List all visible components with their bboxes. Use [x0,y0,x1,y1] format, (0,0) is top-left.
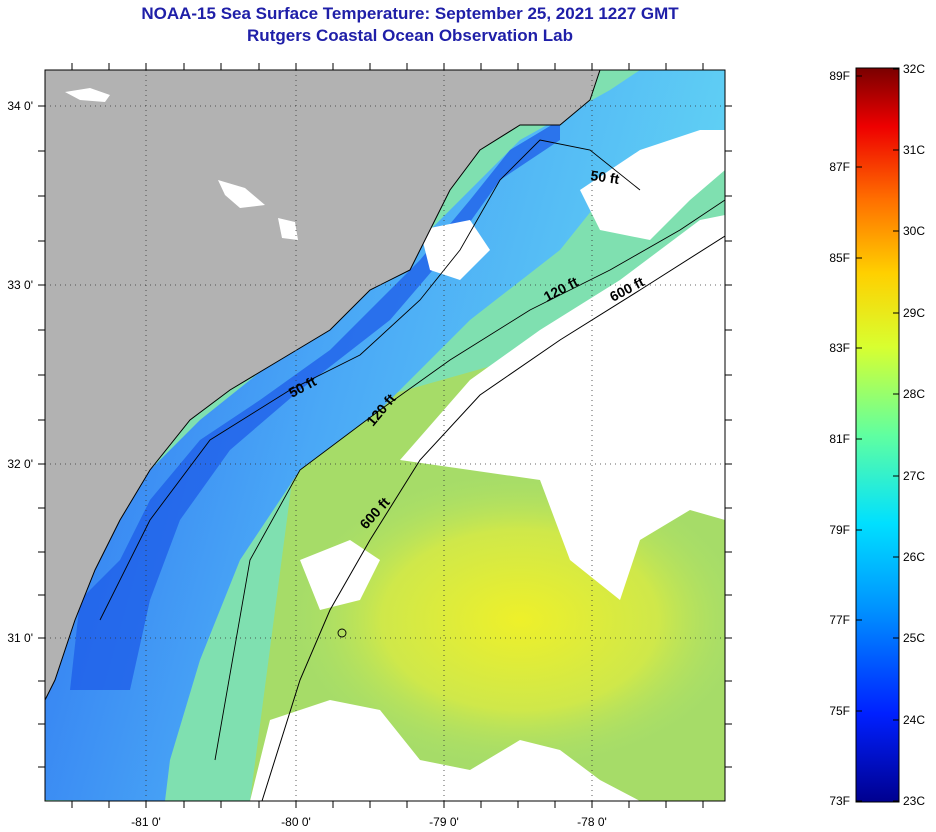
colorbar-c-label: 23C [903,794,925,808]
colorbar-c-label: 25C [903,631,925,645]
colorbar-c-label: 27C [903,469,925,483]
colorbar-f-label: 77F [829,613,850,627]
coastline [45,70,601,701]
map-title: NOAA-15 Sea Surface Temperature: Septemb… [141,4,679,23]
lat-label-33: 33 0' [7,278,33,292]
lat-label-32: 32 0' [7,457,33,471]
shelf-water [45,70,725,801]
lon-label-78: -78 0' [577,815,607,829]
colorbar-f-label: 81F [829,432,850,446]
contour-ring [337,628,347,638]
colorbar-f-label: 87F [829,160,850,174]
land-patch-2 [218,180,265,208]
colorbar-c-label: 30C [903,224,925,238]
contour-50ft [99,139,641,621]
cloud-mask-5 [420,220,490,280]
map-frame [44,69,726,802]
colorbar-f-label: 83F [829,341,850,355]
lat-label-34: 34 0' [7,99,33,113]
colorbar-f-label: 79F [829,523,850,537]
land-mass [45,70,600,700]
colorbar-f-label: 85F [829,251,850,265]
colorbar-c-label: 32C [903,62,925,76]
contour-120ft [214,199,725,761]
lat-label-31: 31 0' [7,631,33,645]
colorbar-c-label: 28C [903,387,925,401]
colorbar-c-label: 26C [903,550,925,564]
cloud-mask-2 [580,130,725,240]
colorbar-f-label: 75F [829,704,850,718]
colorbar-f-label: 89F [829,69,850,83]
axis-ticks [38,63,732,808]
map-subtitle: Rutgers Coastal Ocean Observation Lab [247,26,573,45]
sst-image: 50 ft 50 ft 120 ft 120 ft 600 ft 600 ft [45,70,725,801]
colorbar-c-label: 29C [903,306,925,320]
colorbar-f-label: 73F [829,794,850,808]
lon-label-81: -81 0' [131,815,161,829]
lon-label-79: -79 0' [429,815,459,829]
colorbar [855,67,900,803]
cloud-mask-3 [250,700,640,801]
colorbar-c-label: 31C [903,143,925,157]
colorbar-f-ticks [856,75,862,802]
contour-600ft [261,235,725,801]
graticule [45,70,725,801]
colorbar-c-ticks [893,68,899,802]
land-patch-3 [278,218,298,240]
colorbar-c-label: 24C [903,713,925,727]
land-patch-1 [65,88,110,102]
contour-label-50ft-north: 50 ft [590,167,621,187]
cloud-mask-6 [600,470,650,560]
lon-label-80: -80 0' [281,815,311,829]
